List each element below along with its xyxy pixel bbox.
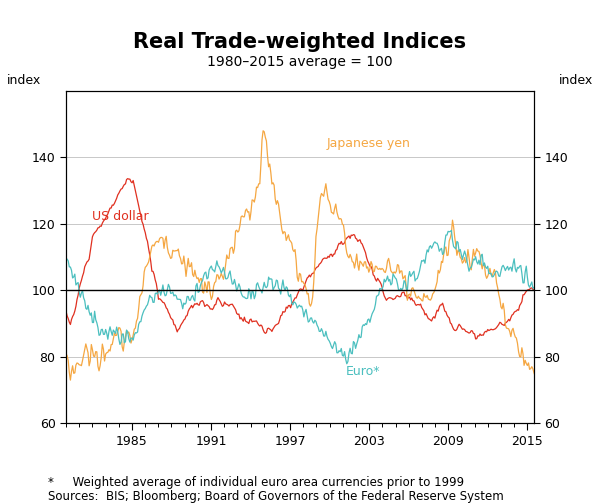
Y-axis label: index: index xyxy=(7,74,41,87)
Text: *     Weighted average of individual euro area currencies prior to 1999: * Weighted average of individual euro ar… xyxy=(48,476,464,489)
Text: Real Trade-weighted Indices: Real Trade-weighted Indices xyxy=(133,32,467,52)
Text: US dollar: US dollar xyxy=(92,211,149,223)
Title: 1980–2015 average = 100: 1980–2015 average = 100 xyxy=(207,55,393,69)
Text: Sources:  BIS; Bloomberg; Board of Governors of the Federal Reserve System: Sources: BIS; Bloomberg; Board of Govern… xyxy=(48,490,504,503)
Text: Euro*: Euro* xyxy=(346,365,380,378)
Y-axis label: index: index xyxy=(559,74,593,87)
Text: Japanese yen: Japanese yen xyxy=(327,137,411,150)
